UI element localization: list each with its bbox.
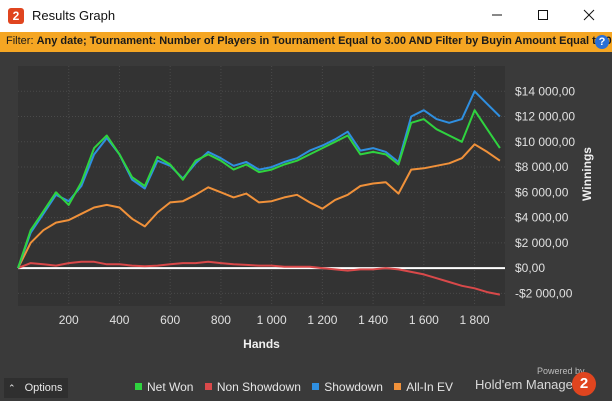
legend-item-non-showdown[interactable]: Non Showdown (204, 380, 301, 394)
options-button[interactable]: ⌃ Options (4, 378, 68, 398)
y-tick-label: $0,00 (515, 261, 545, 275)
series-showdown-line (17, 90, 501, 269)
filter-bar[interactable]: Filter: Any date; Tournament: Number of … (0, 32, 612, 52)
legend-label: Net Won (147, 380, 194, 394)
series-non-showdown-line (17, 260, 501, 296)
filter-text: Filter: Any date; Tournament: Number of … (6, 35, 612, 47)
window-titlebar: 2 Results Graph (0, 0, 612, 32)
x-tick-label: 1 000 (257, 313, 287, 327)
legend-swatch (135, 383, 142, 390)
x-tick-label: 1 600 (409, 313, 439, 327)
close-button[interactable] (566, 0, 612, 32)
close-icon (583, 9, 595, 21)
x-tick-label: 800 (211, 313, 231, 327)
series-allin-ev-line (17, 143, 501, 269)
x-tick-label: 1 800 (460, 313, 490, 327)
legend-item-allin-ev[interactable]: All-In EV (394, 380, 453, 394)
brand-name: Hold'em Manager (475, 377, 578, 392)
options-label: Options (24, 382, 63, 394)
y-tick-label: $8 000,00 (515, 160, 569, 174)
y-tick-label: $14 000,00 (515, 84, 575, 98)
y-tick-label: $2 000,00 (515, 236, 569, 250)
plot-area (18, 66, 505, 306)
y-tick-label: $12 000,00 (515, 110, 575, 124)
x-tick-label: 600 (160, 313, 180, 327)
minimize-button[interactable] (474, 0, 520, 32)
legend-label: Non Showdown (216, 380, 301, 394)
app-logo-icon: 2 (8, 8, 24, 24)
legend-label: Showdown (324, 380, 383, 394)
maximize-icon (538, 10, 548, 20)
chart-legend: Net Won Non Showdown Showdown All-In EV (135, 380, 461, 394)
maximize-button[interactable] (520, 0, 566, 32)
x-tick-label: 400 (109, 313, 129, 327)
legend-swatch (394, 383, 402, 390)
graph-footer: ⌃ Options Net Won Non Showdown Showdown … (0, 366, 612, 401)
legend-item-showdown[interactable]: Showdown (312, 380, 383, 394)
brand-logo-icon: 2 (572, 372, 596, 396)
y-axis-title: Winnings (580, 147, 594, 201)
series-net-won-line (17, 109, 501, 269)
legend-swatch (312, 383, 320, 390)
x-tick-label: 200 (59, 313, 79, 327)
minimize-icon (492, 14, 502, 16)
filter-label: Filter: (6, 35, 34, 47)
help-icon[interactable]: ? (595, 35, 609, 49)
x-tick-label: 1 400 (358, 313, 388, 327)
filter-value: Any date; Tournament: Number of Players … (36, 35, 612, 47)
legend-item-net-won[interactable]: Net Won (135, 380, 193, 394)
legend-swatch (204, 383, 212, 390)
x-tick-label: 1 200 (307, 313, 337, 327)
y-tick-label: $6 000,00 (515, 185, 569, 199)
y-tick-label: $4 000,00 (515, 211, 569, 225)
y-tick-label: -$2 000,00 (515, 286, 573, 300)
legend-label: All-In EV (406, 380, 453, 394)
results-chart[interactable]: 200 400 600 800 1 000 1 200 1 400 1 600 1 800 -$2… (0, 52, 612, 372)
powered-by-text: Powered by (537, 366, 585, 376)
graph-panel: 200 400 600 800 1 000 1 200 1 400 1 600 1 800 -$2… (0, 52, 612, 401)
y-tick-label: $10 000,00 (515, 135, 575, 149)
x-axis-title: Hands (243, 337, 280, 351)
window-title: Results Graph (32, 8, 116, 23)
chevron-up-icon: ⌃ (8, 383, 16, 393)
